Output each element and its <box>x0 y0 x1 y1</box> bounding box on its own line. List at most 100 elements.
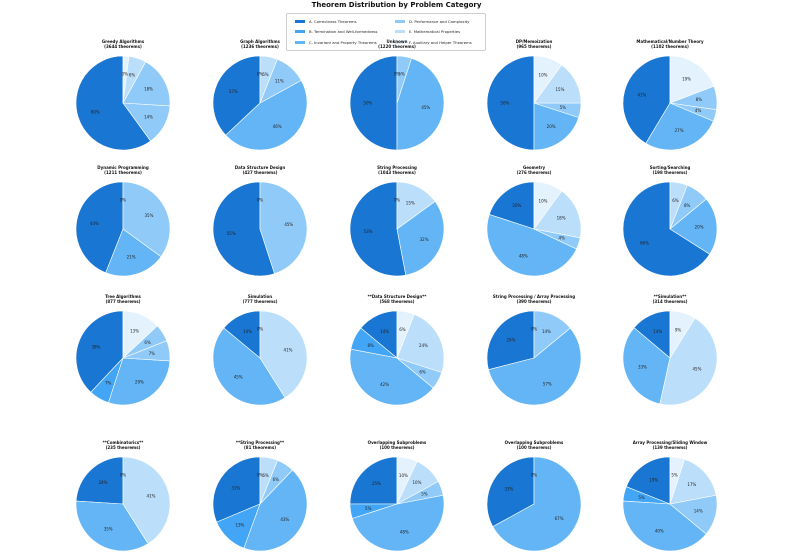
pie-slice <box>75 310 124 393</box>
pie-slice <box>533 102 580 151</box>
pie-subtitle: (198 theorems) <box>653 170 688 175</box>
legend-swatch <box>295 30 305 33</box>
pie-slice <box>625 456 671 505</box>
pie-slice <box>669 55 715 104</box>
pie-title: **Simulation** <box>654 294 687 299</box>
pie-slice <box>486 310 535 371</box>
pie-slice-label: 66% <box>640 240 649 245</box>
pie-slice <box>622 327 671 405</box>
pie-slice-label: 0% <box>531 472 538 477</box>
pie-slice-label: 6% <box>129 73 136 78</box>
legend-swatch <box>295 40 305 44</box>
pie-slice <box>533 181 563 230</box>
legend-label: C. Invariant and Property Theorems <box>309 39 377 45</box>
pie-slice-label: 6% <box>262 72 269 77</box>
pie-chart: Mathematical/Number Theory(1102 theorems… <box>622 39 718 151</box>
pie-title: String Processing <box>377 165 417 170</box>
pie-slice <box>396 57 445 151</box>
pie-slice-label: 27% <box>675 128 684 133</box>
pie-slice-label: 0% <box>122 71 129 76</box>
pie-slice <box>105 228 162 277</box>
pie-slice <box>488 181 535 230</box>
pie-slice-label: 17% <box>687 482 696 487</box>
pie-title: Overlapping Subproblems <box>505 440 564 445</box>
pie-slice-label: 37% <box>229 89 238 94</box>
pie-title: Simulation <box>248 294 272 299</box>
pie-title: Tree Algorithms <box>105 294 141 299</box>
pie-title: **Data Structure Design** <box>368 294 428 299</box>
pie-slice-label: 5% <box>365 506 372 511</box>
pie-slice-label: 5% <box>398 72 405 77</box>
pie-slice-label: 19% <box>682 76 691 81</box>
pie-slice-label: 8% <box>696 97 703 102</box>
pie-slice-label: 18% <box>557 216 566 221</box>
pie-slice-label: 41% <box>284 347 293 352</box>
pie-slice-label: 45% <box>693 366 702 371</box>
pie-slice-label: 25% <box>372 481 381 486</box>
pie-slice <box>243 469 308 552</box>
pie-slice-label: 50% <box>500 100 509 105</box>
pie-slice-label: 15% <box>406 200 415 205</box>
legend-entry: C. Invariant and Property Theorems <box>295 38 377 46</box>
pie-slice-label: 0% <box>257 326 264 331</box>
legend-entry: F. Auxiliary and Helper Theorems <box>395 38 472 46</box>
pie-subtitle: (568 theorems) <box>380 299 415 304</box>
pie-slice-label: 41% <box>147 493 156 498</box>
pie-subtitle: (777 theorems) <box>243 299 278 304</box>
pie-title: Unknown <box>387 39 408 44</box>
pie-chart: Overlapping Subproblems(100 theorems) 33%… <box>486 440 582 552</box>
pie-title: **String Processing** <box>236 440 285 445</box>
pie-subtitle: (390 theorems) <box>517 299 552 304</box>
pie-slice-label: 10% <box>413 480 422 485</box>
pie-slice-label: 33% <box>504 487 513 492</box>
pie-slice-label: 11% <box>275 79 284 84</box>
pie-chart: **Data Structure Design**(568 theorems) 1… <box>349 294 445 406</box>
pie-title: **Combinatorics** <box>103 440 145 445</box>
pie-slice <box>622 500 707 552</box>
pie-subtitle: (1211 theorems) <box>104 170 142 175</box>
pie-slice <box>396 181 436 230</box>
pie-slice-label: 13% <box>130 329 139 334</box>
pie-slice <box>259 456 278 505</box>
pie-title: Graph Algorithms <box>240 39 280 44</box>
pie-slice-label: 0% <box>394 71 401 76</box>
pie-slice-label: 14% <box>694 509 703 514</box>
legend-label: B. Termination and Well-formedness <box>309 29 378 34</box>
legend-entry: D. Performance and Complexity <box>395 17 469 25</box>
pie-slice-label: 38% <box>91 345 100 350</box>
pie-subtitle: (276 theorems) <box>517 170 552 175</box>
pie-slice-label: 6% <box>262 473 269 478</box>
pie-slice <box>488 327 582 406</box>
pie-slice-label: 32% <box>420 237 429 242</box>
pie-subtitle: (81 theorems) <box>244 445 276 450</box>
pie-slice-label: 10% <box>539 73 548 78</box>
pie-subtitle: (877 theorems) <box>106 299 141 304</box>
pie-slice <box>645 102 714 151</box>
pie-slice <box>122 55 130 104</box>
pie-slice-label: 6% <box>144 340 151 345</box>
pie-slice <box>669 310 696 360</box>
pie-subtitle: (965 theorems) <box>517 44 552 49</box>
pie-slice-label: 60% <box>91 109 100 114</box>
pie-title: Greedy Algorithms <box>102 39 145 44</box>
pie-slice <box>669 458 717 505</box>
pie-slice <box>486 55 535 151</box>
pie-title: Mathematical/Number Theory <box>636 39 704 44</box>
pie-slice-label: 33% <box>638 365 647 370</box>
pie-title: Array Processing/Sliding Window <box>633 440 708 445</box>
pie-chart: String Processing / Array Processing(390… <box>486 294 582 406</box>
pie-slice-label: 6% <box>672 198 679 203</box>
pie-slice <box>75 456 124 505</box>
pie-slice-label: 45% <box>421 105 430 110</box>
pie-title: DP/Memoization <box>516 39 553 44</box>
pie-slice-label: 10% <box>539 199 548 204</box>
pie-slice-label: 6% <box>419 369 426 374</box>
pie-chart: **Simulation**(314 theorems) 14% 33% 45% 9% <box>622 294 718 406</box>
pie-chart: Array Processing/Sliding Window(139 theo… <box>622 440 718 552</box>
legend-swatch <box>295 19 305 23</box>
pie-chart: Simulation(777 theorems) 14% 45% 41% 0% <box>212 294 308 406</box>
pie-slice <box>75 55 152 151</box>
pie-chart: Data Structure Design(427 theorems) 55% 45… <box>212 165 308 277</box>
pie-slice-label: 6% <box>399 327 406 332</box>
pie-slice-label: 8% <box>367 343 374 348</box>
